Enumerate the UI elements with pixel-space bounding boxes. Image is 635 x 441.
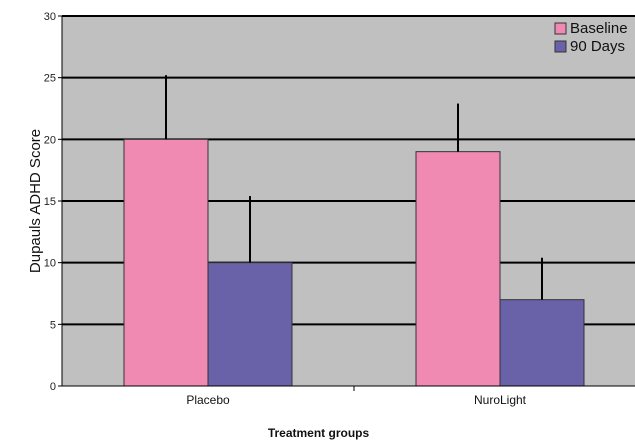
y-tick-labels: 0 5 10 15 20 25 30 (44, 11, 56, 393)
y-tick-label: 30 (44, 11, 56, 23)
bar (415, 151, 501, 387)
y-axis-title: Dupauls ADHD Score (27, 129, 44, 273)
y-tick-label: 0 (50, 381, 56, 393)
legend-label: Baseline (570, 20, 628, 37)
y-tick-label: 5 (50, 319, 56, 331)
bar (123, 138, 209, 387)
x-category-label: NuroLight (474, 393, 527, 407)
bar (207, 262, 293, 387)
x-axis-title: Treatment groups (268, 426, 370, 440)
y-tick-label: 25 (44, 73, 56, 85)
bars (123, 75, 585, 387)
y-tick-label: 20 (44, 134, 56, 146)
bar (499, 299, 585, 387)
legend-swatch (554, 22, 567, 35)
axes (58, 15, 635, 391)
y-tick-label: 10 (44, 258, 56, 270)
x-category-label: Placebo (186, 393, 230, 407)
legend-swatch (554, 40, 567, 53)
x-category-labels: Placebo NuroLight (186, 393, 526, 407)
y-tick-label: 15 (44, 196, 56, 208)
legend-label: 90 Days (570, 38, 625, 55)
